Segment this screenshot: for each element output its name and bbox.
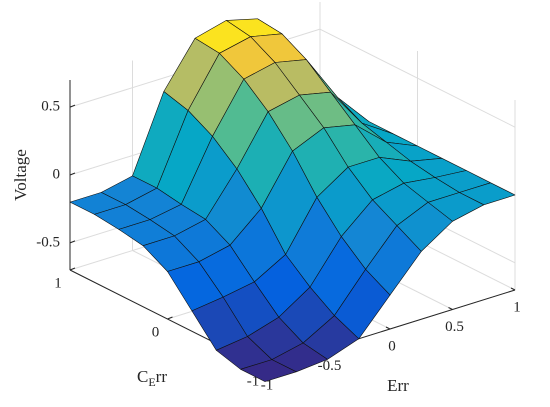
tick-mark [385,326,391,330]
y-axis-label: CErr [137,367,167,389]
surface-patch [240,359,297,382]
z-tick-label: 0 [53,166,61,182]
y-tick-label: 1 [54,275,62,291]
z-axis-label: Voltage [11,149,30,201]
z-tick-label: 0.5 [41,99,60,115]
tick-mark [69,240,76,244]
tick-mark [69,267,76,271]
tick-mark [167,316,173,320]
x-tick-label: 1 [513,299,521,315]
x-tick-label: 0.5 [445,319,464,335]
tick-mark [510,287,516,291]
tick-mark [69,172,76,176]
y-tick-label: 0 [152,324,160,340]
x-tick-label: 0 [388,338,396,354]
x-tick-label: -0.5 [318,358,342,374]
x-tick-label: -1 [261,377,274,393]
z-tick-label: -0.5 [36,234,60,250]
tick-mark [448,307,453,310]
x-axis-label: Err [387,376,409,395]
tick-mark [69,104,76,108]
